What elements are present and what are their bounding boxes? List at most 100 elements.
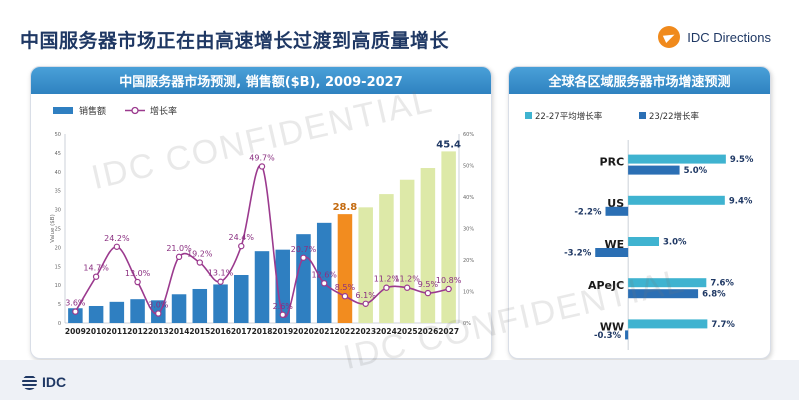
legend-avg-label: 22-27平均增长率 xyxy=(535,111,603,122)
x-tick-label: 2013 xyxy=(148,327,169,336)
growth-rate-label: 6.1% xyxy=(356,291,377,300)
growth-rate-label: 24.2% xyxy=(104,234,130,243)
region-bar xyxy=(628,278,707,288)
y-axis-label: Value ($B) xyxy=(50,214,56,242)
growth-rate-label: 19.2% xyxy=(187,250,213,259)
x-tick-label: 2014 xyxy=(169,327,190,336)
region-bar xyxy=(628,319,708,329)
growth-rate-point xyxy=(362,300,369,307)
region-bar-label: -0.3% xyxy=(594,331,622,341)
region-bar xyxy=(628,289,699,299)
y-tick-label: 50 xyxy=(55,132,61,138)
bar-2022 xyxy=(337,214,353,323)
page-title: 中国服务器市场正在由高速增长过渡到高质量增长 xyxy=(20,30,450,52)
legend-line-label: 增长率 xyxy=(150,105,177,117)
bar-2025 xyxy=(399,179,415,323)
growth-rate-label: 21.0% xyxy=(166,244,192,253)
growth-rate-point xyxy=(383,284,390,291)
growth-rate-point xyxy=(175,253,183,261)
compass-icon xyxy=(658,26,681,48)
growth-rate-point xyxy=(196,259,203,266)
bar-2027 xyxy=(441,151,456,323)
growth-rate-label: 20.7% xyxy=(291,245,317,254)
china-forecast-panel: 中国服务器市场预测, 销售额($B), 2009-2027 销售额 增长率 0 5 10… xyxy=(30,66,492,359)
growth-rate-label: 24.4% xyxy=(229,233,255,242)
growth-rate-point xyxy=(258,163,266,170)
bar-value-label: 45.4 xyxy=(436,139,461,150)
footer-bar xyxy=(0,360,799,400)
growth-rate-point xyxy=(445,285,452,293)
bar-2015 xyxy=(192,288,208,323)
growth-rate-label: 2.6% xyxy=(273,302,294,311)
x-tick-label: 2020 xyxy=(293,327,314,336)
growth-rate-label: 10.8% xyxy=(436,276,462,285)
growth-rate-point xyxy=(134,278,141,286)
bar-2012 xyxy=(130,299,145,323)
growth-rate-label: 13.0% xyxy=(125,269,151,278)
region-bar-label: 9.5% xyxy=(730,155,754,165)
category-label-WE: WE xyxy=(604,238,624,251)
growth-rate-label: 9.5% xyxy=(418,280,439,289)
x-tick-label: 2025 xyxy=(397,327,418,336)
x-tick-label: 2017 xyxy=(231,327,252,336)
x-tick-label: 2016 xyxy=(210,327,231,336)
growth-rate-point xyxy=(72,308,79,315)
category-label-APeJC: APeJC xyxy=(588,279,624,292)
legend-yoy-label: 23/22增长率 xyxy=(649,111,699,122)
y-tick-label: 15 xyxy=(55,264,61,270)
y2-tick-label: 40% xyxy=(463,195,474,201)
china-forecast-chart: 销售额 增长率051015202530354045500%10%20%30%40%… xyxy=(50,105,474,336)
growth-rate-point xyxy=(155,310,162,317)
growth-rate-label: 3.0% xyxy=(148,301,169,310)
growth-rate-point xyxy=(321,280,328,287)
y-tick-label: 20 xyxy=(55,245,61,251)
growth-rate-label: 11.2% xyxy=(394,275,420,284)
y-tick-label: 35 xyxy=(55,189,61,195)
bar-2016 xyxy=(213,284,228,323)
growth-rate-point xyxy=(238,242,245,250)
x-tick-label: 2023 xyxy=(355,327,376,336)
idc-logo-icon xyxy=(22,374,37,390)
growth-rate-point xyxy=(341,293,349,300)
brand-logo: IDC Directions xyxy=(658,26,771,48)
region-bar-label: -2.2% xyxy=(574,207,602,217)
x-tick-label: 2024 xyxy=(376,327,397,336)
china-forecast-title: 中国服务器市场预测, 销售额($B), 2009-2027 xyxy=(31,67,491,94)
bar-2026 xyxy=(420,168,436,323)
bar-2024 xyxy=(379,194,394,323)
x-tick-label: 2012 xyxy=(127,327,148,336)
category-label-US: US xyxy=(607,197,624,210)
region-bar-label: 5.0% xyxy=(684,166,708,176)
category-label-WW: WW xyxy=(600,320,624,333)
growth-rate-label: 14.7% xyxy=(83,264,109,273)
y-tick-label: 10 xyxy=(55,283,61,289)
region-bar-label: -3.2% xyxy=(564,249,592,259)
bar-2014 xyxy=(171,294,187,323)
region-bar xyxy=(628,237,659,246)
region-bar xyxy=(595,248,629,257)
bar-2023 xyxy=(358,207,373,323)
footer-logo: IDC xyxy=(22,374,66,390)
growth-rate-label: 8.5% xyxy=(335,283,356,292)
bar-2019 xyxy=(275,249,290,323)
growth-rate-point xyxy=(217,278,224,285)
growth-rate-label: 12.6% xyxy=(311,270,337,279)
region-bar-label: 6.8% xyxy=(702,290,726,300)
region-bar xyxy=(628,154,726,164)
growth-rate-label: 11.2% xyxy=(374,275,400,284)
growth-rate-point xyxy=(113,243,121,250)
category-label-PRC: PRC xyxy=(600,156,625,169)
y-tick-label: 45 xyxy=(55,151,61,157)
y2-tick-label: 20% xyxy=(463,258,474,264)
x-tick-label: 2027 xyxy=(438,327,459,336)
region-bar-label: 3.0% xyxy=(663,238,687,248)
legend-bar-label: 销售额 xyxy=(79,105,106,117)
footer-logo-text: IDC xyxy=(42,374,67,390)
region-growth-title: 全球各区域服务器市场增速预测 xyxy=(509,67,770,94)
y2-tick-label: 60% xyxy=(463,132,474,138)
y2-tick-label: 0% xyxy=(463,321,471,327)
growth-rate-label: 3.6% xyxy=(65,299,86,308)
y-tick-label: 25 xyxy=(55,227,61,233)
bar-2021 xyxy=(316,222,332,323)
growth-rate-label: 13.1% xyxy=(208,269,234,278)
